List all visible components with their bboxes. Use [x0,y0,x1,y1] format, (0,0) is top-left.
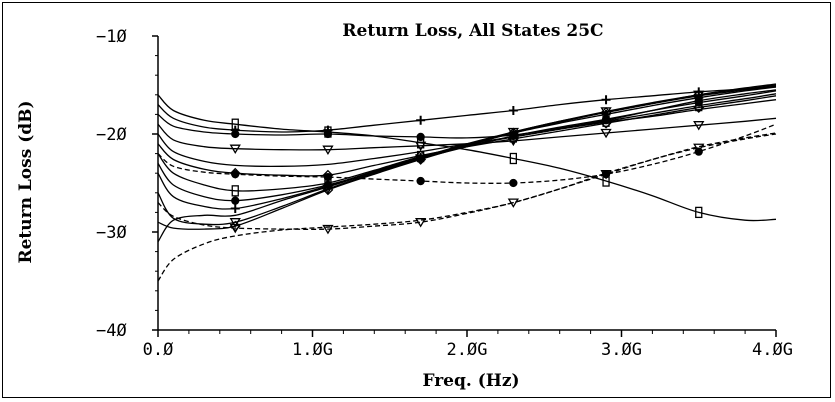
series-11-line [157,85,777,243]
series-2-point [416,132,425,142]
series-0-point [509,152,518,165]
series-12-point [509,178,518,188]
series-3 [157,117,777,155]
y-axis-label: Return Loss (dB) [16,100,36,263]
series-13-point [322,224,334,235]
series-12-point [323,172,333,182]
x-tick-label: 4.ØG [752,340,793,360]
series-1-point [508,105,518,115]
series-3-point [322,145,334,155]
x-tick-label: 2.ØG [447,340,488,360]
series-8-point [230,203,240,213]
return-loss-chart: Return Loss, All States 25C Freq. (Hz) R… [16,21,793,391]
data-series [157,83,777,282]
y-tick-label: −4Ø [96,321,127,341]
series-14 [157,132,777,282]
series-10-point [600,107,612,118]
series-12-point [416,176,425,186]
chart-title: Return Loss, All States 25C [342,21,603,41]
series-13-point [415,218,427,228]
series-3-point [600,128,612,139]
y-tick-label: −2Ø [96,125,127,145]
series-0-point [695,206,703,219]
series-2-line [157,89,777,139]
series-12-line [157,123,777,184]
x-axis-label: Freq. (Hz) [422,371,519,391]
series-1 [157,86,777,135]
series-0-line [157,94,777,222]
series-9-point [229,218,241,228]
series-7-point [231,196,240,205]
y-tick-label: −1Ø [96,27,127,47]
chart-frame: Return Loss, All States 25C Freq. (Hz) R… [2,2,831,398]
series-3-line [157,117,777,151]
x-tick-label: 1.ØG [292,340,333,360]
series-14-line [157,132,777,282]
series-0 [157,94,777,222]
series-6-line [157,93,777,192]
series-13-point [693,143,705,153]
axis-ticks: 0.Ø 1.ØG 2.ØG 3.ØG 4.ØG −1Ø −2Ø −3Ø −4Ø [96,27,793,360]
series-13-point [229,223,241,234]
series-11 [157,85,777,243]
series-10-point [693,89,705,101]
series-6-point [231,185,239,197]
x-tick-label: 3.ØG [601,340,642,360]
series-1-line [157,86,777,133]
y-tick-label: −3Ø [96,223,127,243]
series-3-point [415,141,427,152]
series-12 [157,123,777,188]
series-2-point [231,129,240,139]
series-3-point [693,121,705,131]
series-10 [157,84,777,232]
x-tick-label: 0.Ø [143,340,174,360]
series-4 [157,99,777,168]
series-13-line [157,133,777,230]
series-4-line [157,99,777,168]
series-3-point [229,144,241,154]
series-1-point [416,115,426,125]
series-1-point [601,95,611,105]
series-12-point [231,170,240,179]
series-2-point [323,129,333,139]
